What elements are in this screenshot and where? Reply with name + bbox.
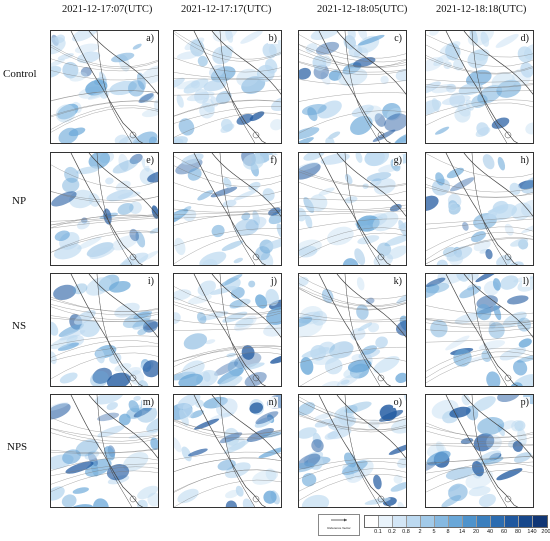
panel-label: m) xyxy=(141,397,155,408)
panel-label: f) xyxy=(269,155,278,166)
map-panel-m: m) xyxy=(50,394,159,508)
map-panel-b: b) xyxy=(173,30,282,144)
colorbar-label: 140 xyxy=(527,529,537,535)
row-label-nps: NPS xyxy=(7,441,28,453)
panel-label: c) xyxy=(393,33,403,44)
colorbar-swatch xyxy=(449,516,463,527)
panel-label: b) xyxy=(267,33,278,44)
precip-wind-map xyxy=(51,395,158,507)
colorbar-label: 2 xyxy=(418,529,422,535)
map-panel-n: n) xyxy=(173,394,282,508)
row-label-control: Control xyxy=(3,68,37,80)
colorbar-label: 14 xyxy=(458,529,466,535)
colorbar-swatch xyxy=(407,516,421,527)
column-title-4: 2021-12-18:18(UTC) xyxy=(436,4,527,15)
panel-label: o) xyxy=(392,397,403,408)
colorbar-swatch xyxy=(379,516,393,527)
panel-label: j) xyxy=(269,276,278,287)
precip-wind-map xyxy=(426,31,533,143)
precip-wind-map xyxy=(174,395,281,507)
panel-label: a) xyxy=(145,33,155,44)
map-panel-o: o) xyxy=(298,394,407,508)
row-label-np: NP xyxy=(12,195,27,207)
colorbar-swatch xyxy=(491,516,505,527)
precip-wind-map xyxy=(299,274,406,386)
precip-wind-map xyxy=(51,31,158,143)
column-title-3: 2021-12-18:05(UTC) xyxy=(317,4,408,15)
map-panel-h: h) xyxy=(425,152,534,266)
colorbar-label: 20 xyxy=(472,529,480,535)
map-panel-c: c) xyxy=(298,30,407,144)
colorbar-label: 8 xyxy=(446,529,450,535)
precip-wind-map xyxy=(299,31,406,143)
colorbar-labels: 0.1 0.2 0.8 2 5 8 14 20 40 60 80 140 200 xyxy=(364,529,550,539)
column-title-2: 2021-12-17:17(UTC) xyxy=(181,4,272,15)
colorbar-label: 0.8 xyxy=(402,529,410,535)
precip-wind-map xyxy=(426,153,533,265)
precip-wind-map xyxy=(299,153,406,265)
colorbar-swatch xyxy=(519,516,533,527)
precip-colorbar xyxy=(364,515,548,528)
column-title-1: 2021-12-17:07(UTC) xyxy=(62,4,153,15)
colorbar-swatch xyxy=(365,516,379,527)
colorbar-label: 0.2 xyxy=(388,529,396,535)
colorbar-swatch xyxy=(421,516,435,527)
colorbar-swatch xyxy=(505,516,519,527)
row-label-ns: NS xyxy=(12,320,27,332)
colorbar-label: 60 xyxy=(500,529,508,535)
colorbar-swatch xyxy=(393,516,407,527)
panel-label: e) xyxy=(145,155,155,166)
colorbar-swatch xyxy=(477,516,491,527)
map-panel-e: e) xyxy=(50,152,159,266)
map-panel-l: l) xyxy=(425,273,534,387)
colorbar-swatch xyxy=(533,516,547,527)
precip-wind-map xyxy=(299,395,406,507)
map-panel-a: a) xyxy=(50,30,159,144)
map-panel-d: d) xyxy=(425,30,534,144)
map-panel-f: f) xyxy=(173,152,282,266)
precip-wind-map xyxy=(51,153,158,265)
precip-wind-map xyxy=(174,274,281,386)
panel-label: h) xyxy=(519,155,530,166)
colorbar-label: 0.1 xyxy=(374,529,382,535)
map-panel-p: p) xyxy=(425,394,534,508)
precip-wind-map xyxy=(51,274,158,386)
precip-wind-map xyxy=(426,274,533,386)
colorbar-swatch xyxy=(435,516,449,527)
map-panel-g: g) xyxy=(298,152,407,266)
reference-arrow-icon xyxy=(331,518,347,522)
colorbar-label: 40 xyxy=(486,529,494,535)
panel-label: p) xyxy=(519,397,530,408)
colorbar-swatch xyxy=(463,516,477,527)
colorbar-label: 5 xyxy=(432,529,436,535)
map-panel-j: j) xyxy=(173,273,282,387)
panel-label: g) xyxy=(392,155,403,166)
map-panel-i: i) xyxy=(50,273,159,387)
colorbar-label: 200 xyxy=(541,529,550,535)
panel-label: k) xyxy=(392,276,403,287)
precip-wind-map xyxy=(426,395,533,507)
precip-wind-map xyxy=(174,153,281,265)
precip-wind-map xyxy=(174,31,281,143)
panel-label: d) xyxy=(519,33,530,44)
colorbar-label: 80 xyxy=(514,529,522,535)
map-panel-k: k) xyxy=(298,273,407,387)
panel-label: i) xyxy=(146,276,155,287)
reference-vector-label: Reference Vector xyxy=(327,526,351,530)
reference-vector-box: Reference Vector xyxy=(318,514,360,536)
panel-label: n) xyxy=(267,397,278,408)
panel-label: l) xyxy=(521,276,530,287)
